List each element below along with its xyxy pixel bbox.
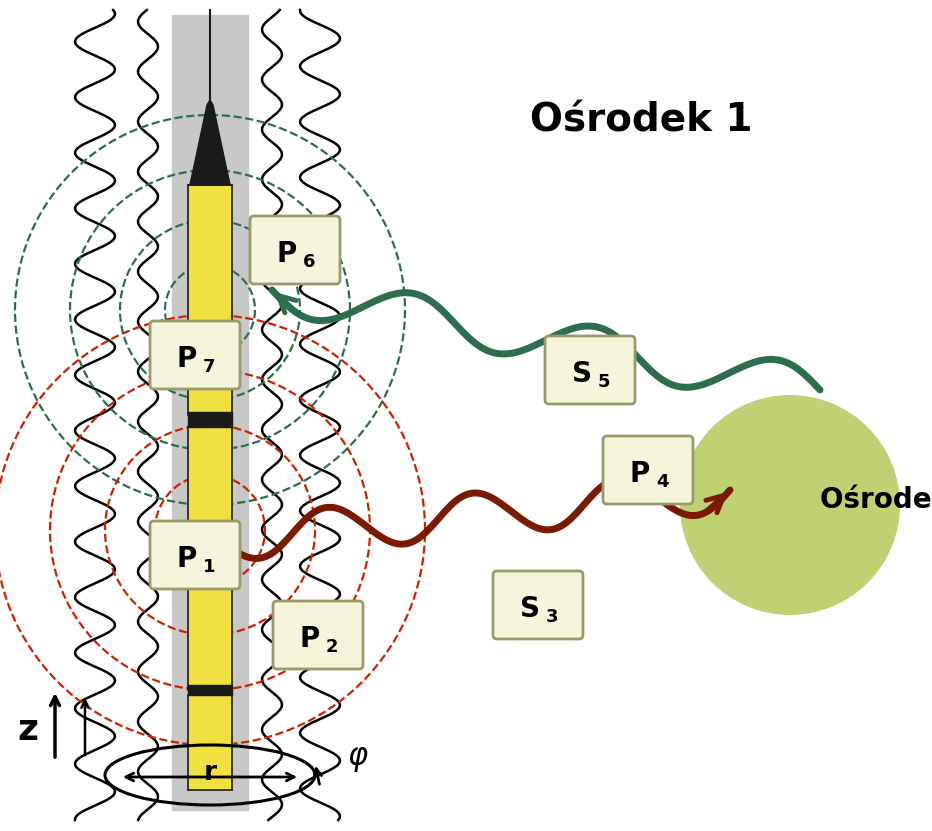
Text: Ośrodek 1: Ośrodek 1 [530, 101, 752, 139]
Text: P: P [277, 240, 297, 268]
FancyBboxPatch shape [150, 521, 240, 589]
Text: P: P [177, 545, 198, 573]
Text: 5: 5 [597, 373, 610, 391]
FancyBboxPatch shape [250, 216, 340, 284]
Text: 3: 3 [546, 608, 558, 626]
Text: $\varphi$: $\varphi$ [347, 745, 369, 774]
Text: 6: 6 [303, 253, 315, 271]
FancyBboxPatch shape [273, 601, 363, 669]
FancyBboxPatch shape [603, 436, 693, 504]
Text: P: P [630, 460, 651, 488]
Polygon shape [190, 105, 230, 185]
Text: S: S [572, 360, 592, 388]
FancyBboxPatch shape [545, 336, 635, 404]
Text: 4: 4 [656, 473, 668, 491]
Text: S: S [520, 595, 540, 623]
Polygon shape [190, 100, 230, 185]
Text: 1: 1 [203, 558, 215, 576]
Text: Ośrodek 2: Ośrodek 2 [820, 486, 932, 514]
Text: z: z [18, 713, 38, 747]
FancyBboxPatch shape [493, 571, 583, 639]
Text: r: r [203, 760, 216, 786]
Text: 7: 7 [203, 358, 215, 376]
FancyBboxPatch shape [150, 321, 240, 389]
Text: P: P [300, 625, 320, 653]
Text: 2: 2 [326, 638, 338, 656]
Circle shape [680, 395, 900, 615]
Text: P: P [177, 345, 198, 373]
